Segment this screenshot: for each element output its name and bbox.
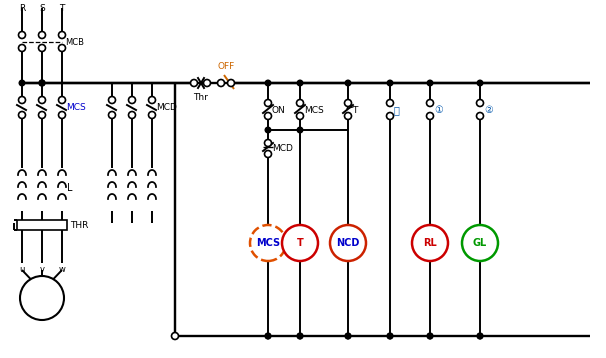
Text: ON: ON bbox=[272, 106, 286, 115]
Circle shape bbox=[265, 333, 271, 339]
Circle shape bbox=[59, 44, 65, 52]
Circle shape bbox=[59, 32, 65, 39]
Circle shape bbox=[387, 80, 393, 86]
Circle shape bbox=[264, 150, 271, 158]
FancyBboxPatch shape bbox=[17, 220, 67, 230]
Text: MCS: MCS bbox=[256, 238, 280, 248]
Text: ②: ② bbox=[484, 105, 493, 115]
Circle shape bbox=[39, 80, 45, 86]
Circle shape bbox=[477, 80, 483, 86]
Text: MCB: MCB bbox=[65, 38, 84, 47]
Text: ⓐ: ⓐ bbox=[394, 105, 400, 115]
Circle shape bbox=[19, 111, 25, 118]
Circle shape bbox=[345, 80, 351, 86]
Circle shape bbox=[344, 112, 351, 120]
Text: v: v bbox=[39, 265, 44, 274]
Circle shape bbox=[265, 333, 271, 339]
Circle shape bbox=[297, 333, 303, 339]
Circle shape bbox=[345, 333, 351, 339]
Circle shape bbox=[427, 80, 433, 86]
Circle shape bbox=[476, 100, 484, 106]
Text: MCS: MCS bbox=[66, 102, 86, 111]
Text: THR: THR bbox=[70, 221, 88, 229]
Circle shape bbox=[296, 112, 304, 120]
Circle shape bbox=[20, 276, 64, 320]
Circle shape bbox=[427, 100, 433, 106]
Circle shape bbox=[171, 333, 179, 339]
Circle shape bbox=[296, 100, 304, 106]
Circle shape bbox=[19, 80, 25, 86]
Text: L: L bbox=[67, 183, 73, 193]
Circle shape bbox=[264, 100, 271, 106]
Circle shape bbox=[297, 127, 303, 133]
Text: T: T bbox=[296, 238, 304, 248]
Circle shape bbox=[427, 333, 433, 339]
Circle shape bbox=[204, 79, 210, 87]
Circle shape bbox=[387, 333, 393, 339]
Circle shape bbox=[250, 225, 286, 261]
Circle shape bbox=[39, 97, 45, 103]
Circle shape bbox=[330, 225, 366, 261]
Text: MCD: MCD bbox=[272, 144, 293, 153]
Circle shape bbox=[59, 111, 65, 118]
Text: GL: GL bbox=[473, 238, 487, 248]
Circle shape bbox=[265, 80, 271, 86]
Circle shape bbox=[227, 79, 235, 87]
Circle shape bbox=[218, 79, 224, 87]
Circle shape bbox=[427, 333, 433, 339]
Circle shape bbox=[387, 100, 393, 106]
Text: T: T bbox=[352, 106, 358, 115]
Text: OFF: OFF bbox=[218, 62, 235, 71]
Circle shape bbox=[39, 80, 45, 86]
Circle shape bbox=[387, 112, 393, 120]
Circle shape bbox=[387, 333, 393, 339]
Circle shape bbox=[462, 225, 498, 261]
Circle shape bbox=[265, 127, 271, 133]
Circle shape bbox=[297, 333, 303, 339]
Circle shape bbox=[19, 32, 25, 39]
Circle shape bbox=[19, 44, 25, 52]
Circle shape bbox=[476, 112, 484, 120]
Circle shape bbox=[345, 333, 351, 339]
Text: R: R bbox=[19, 4, 25, 13]
Circle shape bbox=[39, 111, 45, 118]
Circle shape bbox=[148, 97, 156, 103]
Text: T: T bbox=[59, 4, 65, 13]
Circle shape bbox=[344, 100, 351, 106]
Circle shape bbox=[59, 97, 65, 103]
Text: w: w bbox=[59, 265, 65, 274]
Circle shape bbox=[19, 97, 25, 103]
Circle shape bbox=[128, 97, 136, 103]
Circle shape bbox=[108, 97, 116, 103]
Text: Thr: Thr bbox=[193, 93, 208, 102]
Circle shape bbox=[108, 111, 116, 118]
Text: S: S bbox=[39, 4, 45, 13]
Circle shape bbox=[427, 112, 433, 120]
Text: MCS: MCS bbox=[304, 106, 324, 115]
Text: ①: ① bbox=[434, 105, 443, 115]
Text: RL: RL bbox=[423, 238, 437, 248]
Text: 3M: 3M bbox=[33, 293, 51, 303]
Circle shape bbox=[297, 80, 303, 86]
Text: NCD: NCD bbox=[336, 238, 360, 248]
Circle shape bbox=[264, 140, 271, 146]
Circle shape bbox=[412, 225, 448, 261]
Circle shape bbox=[39, 44, 45, 52]
Text: u: u bbox=[19, 265, 25, 274]
Circle shape bbox=[148, 111, 156, 118]
Circle shape bbox=[264, 112, 271, 120]
Circle shape bbox=[477, 333, 483, 339]
Circle shape bbox=[477, 333, 483, 339]
Circle shape bbox=[39, 80, 45, 86]
Circle shape bbox=[128, 111, 136, 118]
Circle shape bbox=[282, 225, 318, 261]
Circle shape bbox=[39, 32, 45, 39]
Text: MCD: MCD bbox=[156, 102, 177, 111]
Circle shape bbox=[190, 79, 198, 87]
